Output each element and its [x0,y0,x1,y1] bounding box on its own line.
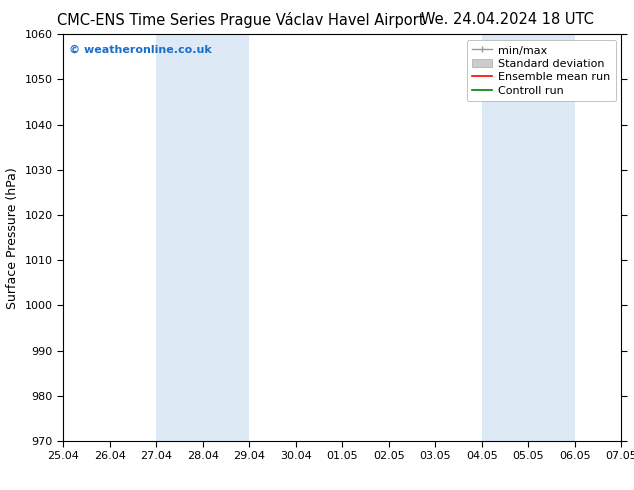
Bar [528,34,575,441]
Y-axis label: Surface Pressure (hPa): Surface Pressure (hPa) [6,167,19,309]
Bar [482,34,528,441]
Text: We. 24.04.2024 18 UTC: We. 24.04.2024 18 UTC [421,12,593,27]
Bar [203,34,249,441]
Text: © weatheronline.co.uk: © weatheronline.co.uk [69,45,212,54]
Bar [157,34,203,441]
Legend: min/max, Standard deviation, Ensemble mean run, Controll run: min/max, Standard deviation, Ensemble me… [467,40,616,101]
Text: CMC-ENS Time Series Prague Václav Havel Airport: CMC-ENS Time Series Prague Václav Havel … [57,12,425,28]
